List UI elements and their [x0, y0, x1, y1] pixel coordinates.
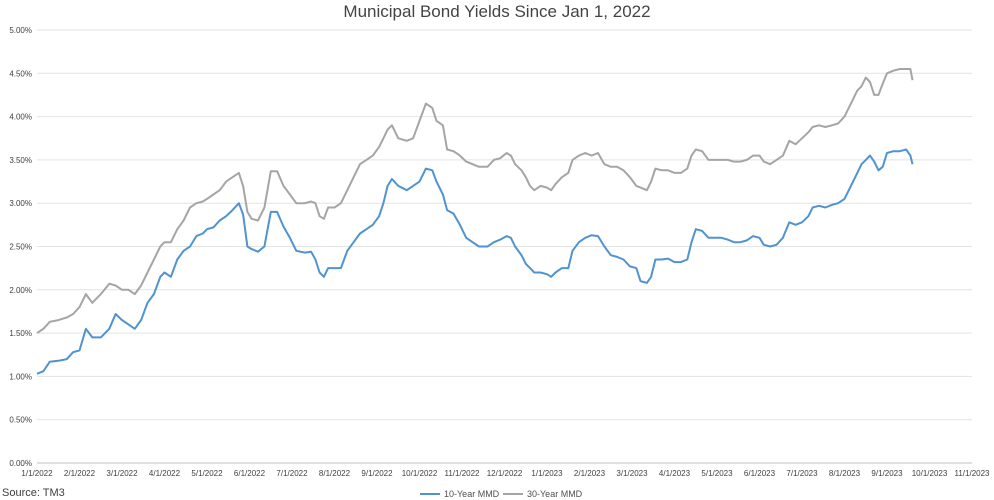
legend-swatch-10-year: [420, 493, 440, 495]
x-tick-label: 8/1/2022: [319, 469, 351, 478]
legend-item-10-year: 10-Year MMD: [420, 489, 499, 499]
x-tick-label: 9/1/2023: [871, 469, 903, 478]
x-tick-label: 7/1/2022: [276, 469, 308, 478]
y-tick-label: 3.00%: [9, 199, 32, 208]
series-lines: [36, 68, 914, 375]
x-tick-label: 1/1/2022: [21, 469, 53, 478]
legend-label-30-year: 30-Year MMD: [527, 489, 583, 499]
x-tick-label: 3/1/2022: [106, 469, 138, 478]
x-tick-label: 10/1/2023: [912, 469, 948, 478]
source-note: Source: TM3: [2, 487, 65, 499]
x-tick-label: 2/1/2022: [64, 469, 96, 478]
y-tick-label: 5.00%: [9, 26, 32, 35]
x-tick-label: 1/1/2023: [531, 469, 563, 478]
series-line-10-year-mmd: [36, 148, 914, 375]
y-tick-label: 2.00%: [9, 286, 32, 295]
x-tick-label: 2/1/2023: [574, 469, 606, 478]
x-tick-label: 3/1/2023: [616, 469, 648, 478]
x-tick-label: 7/1/2023: [786, 469, 818, 478]
x-tick-label: 11/1/2023: [955, 469, 991, 478]
legend-swatch-30-year: [503, 493, 523, 495]
x-tick-label: 6/1/2022: [234, 469, 266, 478]
x-tick-label: 11/1/2022: [445, 469, 481, 478]
x-tick-label: 10/1/2022: [402, 469, 438, 478]
x-tick-label: 5/1/2022: [191, 469, 223, 478]
legend-item-30-year: 30-Year MMD: [503, 489, 582, 499]
gridlines: [37, 29, 972, 464]
x-tick-label: 4/1/2023: [659, 469, 691, 478]
legend-label-10-year: 10-Year MMD: [444, 489, 500, 499]
x-tick-label: 9/1/2022: [361, 469, 393, 478]
x-tick-label: 5/1/2023: [701, 469, 733, 478]
y-tick-label: 0.50%: [9, 416, 32, 425]
y-tick-label: 1.00%: [9, 372, 32, 381]
y-tick-label: 4.00%: [9, 113, 32, 122]
y-tick-label: 0.00%: [9, 459, 32, 468]
x-tick-label: 4/1/2022: [149, 469, 181, 478]
series-line-30-year-mmd: [36, 68, 914, 334]
y-tick-label: 3.50%: [9, 156, 32, 165]
x-axis-ticks: 1/1/2022 2/1/2022 3/1/2022 4/1/2022 5/1/2022…: [21, 469, 990, 478]
x-tick-label: 8/1/2023: [829, 469, 861, 478]
x-tick-label: 6/1/2023: [744, 469, 776, 478]
x-tick-label: 12/1/2022: [487, 469, 523, 478]
y-tick-label: 2.50%: [9, 243, 32, 252]
y-axis-ticks: 0.00% 0.50% 1.00% 1.50% 2.00% 2.50% 3.00% 3.50%…: [9, 26, 32, 468]
y-tick-label: 1.50%: [9, 329, 32, 338]
chart-title: Municipal Bond Yields Since Jan 1, 2022: [343, 2, 651, 21]
y-tick-label: 4.50%: [9, 69, 32, 78]
